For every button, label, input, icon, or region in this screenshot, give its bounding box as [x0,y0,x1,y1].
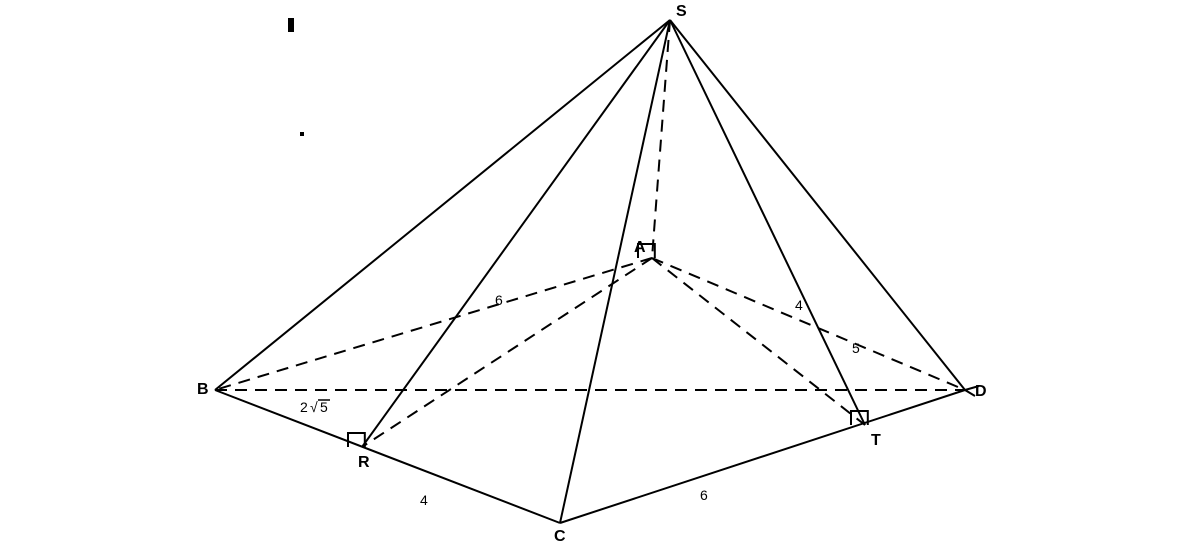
stray-mark [300,132,304,136]
edge-C-D [560,390,965,523]
measure-RC_4: 4 [420,492,428,508]
svg-text:√: √ [310,399,318,415]
svg-text:5: 5 [320,399,328,415]
point-label-D: D [975,383,987,400]
measure-CT_6: 6 [700,487,708,503]
measure-BR_2r5: 2√5 [300,399,330,415]
point-label-A: A [634,239,646,256]
pyramid-diagram: SABCDRT6452√546 [0,0,1200,553]
edge-S-D [670,20,965,390]
edge-A-T [652,258,865,425]
measure-five: 5 [852,340,860,356]
edge-A-B [215,258,652,390]
point-label-R: R [358,454,370,471]
measure-AB_6: 6 [495,292,503,308]
edge-S-T [670,20,865,425]
point-label-B: B [197,381,209,398]
edge-A-D [652,258,965,390]
measure-AD_4: 4 [795,297,803,313]
point-label-C: C [554,528,566,545]
svg-text:2: 2 [300,399,308,415]
point-label-S: S [676,3,687,20]
edge-A-R [362,258,652,447]
edge-S-A [652,20,670,258]
point-label-T: T [871,432,881,449]
stray-mark [288,18,294,32]
